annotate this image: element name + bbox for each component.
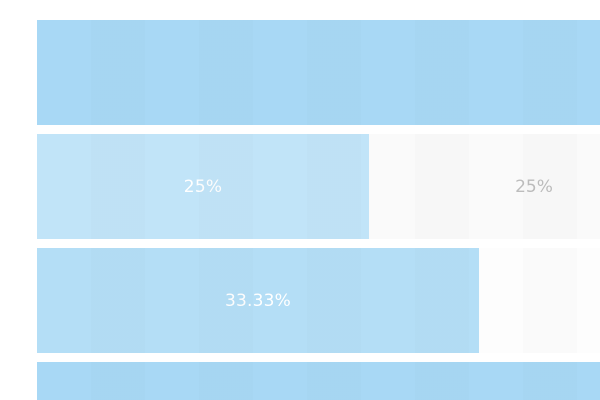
progress-bar-4: [37, 362, 600, 400]
progress-fill-3: 33.33%: [37, 248, 479, 353]
progress-label-3: 33.33%: [224, 290, 292, 311]
progress-fill-2: 25%: [37, 134, 369, 239]
progress-fill-1: [37, 20, 600, 125]
progress-remaining-label-2: 25%: [515, 176, 553, 197]
progress-bar-3: 33.33%: [37, 248, 600, 353]
progress-bar-1: [37, 20, 600, 125]
progress-label-2: 25%: [183, 176, 223, 197]
progress-fill-4: [37, 362, 600, 400]
progress-bar-2: 25% 25%: [37, 134, 600, 239]
